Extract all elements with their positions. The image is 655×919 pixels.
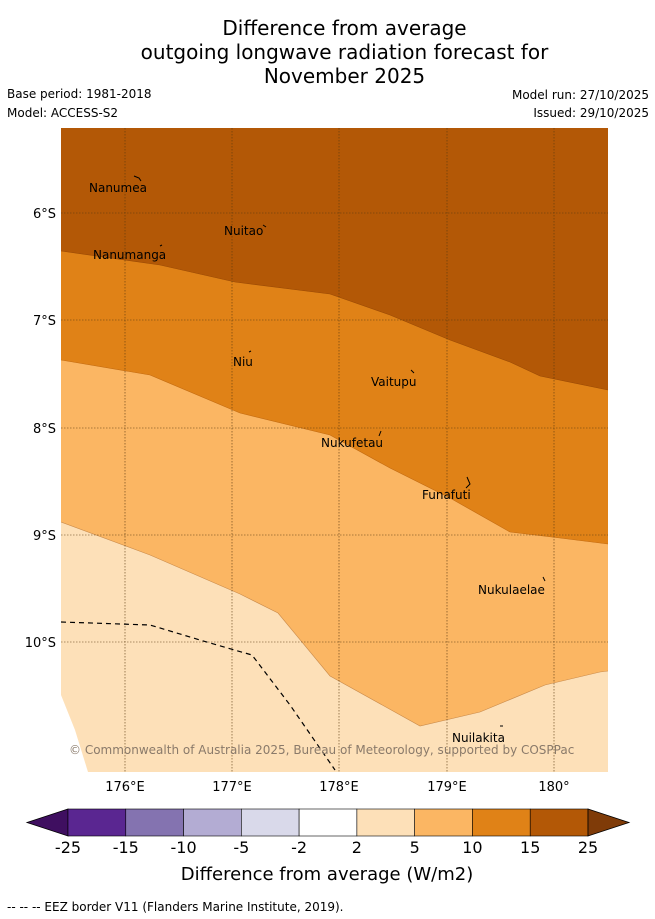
- band-2-5: [61, 522, 608, 772]
- island-nukufetau: [378, 430, 382, 437]
- colorbar-tick-label: 10: [462, 838, 482, 857]
- lon-tick-label: 178°E: [319, 780, 359, 795]
- place-label: Nanumea: [89, 181, 147, 195]
- colorbar: -25 -15 -10 -5 -2 2 5 10 15 25: [25, 808, 631, 857]
- colorbar-tick-label: -2: [291, 838, 307, 857]
- colorbar-segment: [529, 808, 589, 837]
- colorbar-extend-high: [587, 808, 631, 837]
- colorbar-segment: [183, 808, 242, 837]
- lon-tick-label: 177°E: [212, 780, 252, 795]
- lon-tick-label: 176°E: [105, 780, 145, 795]
- model-name: Model: ACCESS-S2: [7, 106, 119, 120]
- colorbar-segment: [472, 808, 531, 837]
- contour-line-5: [61, 359, 608, 545]
- title-line-3: November 2025: [263, 64, 426, 88]
- chart-title: Difference from average outgoing longwav…: [0, 16, 655, 88]
- title-line-2: outgoing longwave radiation forecast for: [140, 40, 549, 64]
- place-label: Nuilakita: [452, 731, 505, 745]
- colorbar-tick-label: -25: [55, 838, 81, 857]
- island-nanumanga: [159, 244, 163, 247]
- contour-line-10: [61, 250, 608, 391]
- place-label: Nuitao: [224, 224, 263, 238]
- map-plot: Nanumea Nuitao Nanumanga Niu Vaitupu Nuk…: [61, 128, 608, 772]
- eez-legend-note: -- -- -- EEZ border V11 (Flanders Marine…: [7, 900, 344, 914]
- lon-tick-label: 179°E: [427, 780, 467, 795]
- colorbar-segment: [67, 808, 127, 837]
- lat-tick-label: 6°S: [33, 207, 56, 222]
- place-label: Nukufetau: [321, 436, 383, 450]
- colorbar-tick-label: 15: [520, 838, 540, 857]
- island-nuitao: [262, 224, 267, 228]
- lat-tick-label: 8°S: [33, 422, 56, 437]
- colorbar-segment: [356, 808, 415, 837]
- lat-tick-label: 10°S: [25, 636, 56, 651]
- island-nanumea: [133, 175, 142, 182]
- colorbar-tick-label: 25: [578, 838, 598, 857]
- contour-line-2: [61, 521, 608, 727]
- colorbar-segment: [241, 808, 300, 837]
- colorbar-tick-label: 2: [352, 838, 362, 857]
- colorbar-tick-label: -10: [170, 838, 196, 857]
- colorbar-extend-low: [25, 808, 69, 837]
- place-label: Vaitupu: [371, 375, 417, 389]
- lat-tick-label: 7°S: [33, 314, 56, 329]
- copyright-notice: © Commonwealth of Australia 2025, Bureau…: [69, 743, 574, 757]
- place-label: Funafuti: [422, 488, 471, 502]
- graticule: [61, 128, 608, 772]
- base-period: Base period: 1981-2018: [7, 87, 152, 101]
- island-funafuti: [465, 476, 471, 489]
- colorbar-segment: [414, 808, 473, 837]
- lat-tick-label: 9°S: [33, 529, 56, 544]
- colorbar-title: Difference from average (W/m2): [181, 864, 473, 885]
- model-run: Model run: 27/10/2025: [511, 88, 649, 102]
- place-label: Nanumanga: [93, 248, 166, 262]
- island-niu: [248, 350, 252, 353]
- issued-date: Issued: 29/10/2025: [533, 106, 649, 120]
- colorbar-tick-label: -5: [233, 838, 249, 857]
- place-label: Niu: [233, 355, 253, 369]
- lon-tick-label: 180°: [538, 780, 569, 795]
- place-label: Nukulaelae: [478, 583, 545, 597]
- colorbar-tick-label: -15: [113, 838, 139, 857]
- colorbar-segment: [298, 808, 358, 837]
- island-vaitupu: [410, 369, 415, 374]
- title-line-1: Difference from average: [222, 16, 467, 40]
- colorbar-tick-label: 5: [410, 838, 420, 857]
- eez-border: [61, 621, 336, 771]
- band-neutral: [61, 695, 88, 772]
- colorbar-segment: [125, 808, 184, 837]
- islands: [133, 175, 546, 727]
- island-nukulaelae: [542, 576, 546, 582]
